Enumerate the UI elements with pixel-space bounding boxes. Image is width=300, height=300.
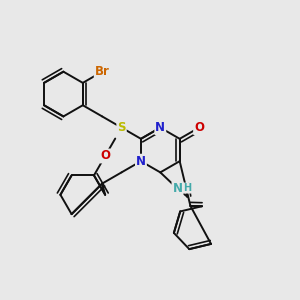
- Text: Br: Br: [95, 65, 110, 78]
- Text: O: O: [100, 149, 110, 163]
- Text: N: N: [155, 121, 165, 134]
- Text: O: O: [194, 121, 204, 134]
- Text: S: S: [117, 121, 126, 134]
- Text: N: N: [136, 155, 146, 168]
- Text: H: H: [183, 183, 191, 193]
- Text: N: N: [172, 182, 182, 195]
